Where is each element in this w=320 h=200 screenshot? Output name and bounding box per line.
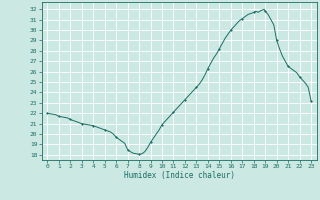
X-axis label: Humidex (Indice chaleur): Humidex (Indice chaleur): [124, 171, 235, 180]
